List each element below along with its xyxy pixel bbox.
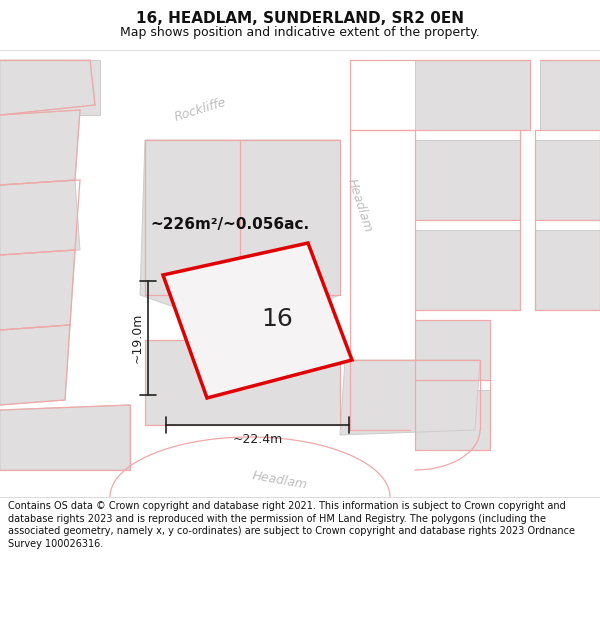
Polygon shape	[0, 250, 75, 330]
Polygon shape	[0, 180, 80, 255]
Polygon shape	[340, 360, 480, 435]
Polygon shape	[415, 60, 530, 130]
Polygon shape	[415, 320, 490, 380]
Polygon shape	[0, 60, 95, 115]
Polygon shape	[0, 110, 80, 185]
Polygon shape	[0, 115, 60, 185]
Polygon shape	[0, 405, 130, 470]
Polygon shape	[0, 50, 135, 497]
Polygon shape	[415, 390, 490, 450]
Text: 16: 16	[262, 307, 293, 331]
Text: Headlam: Headlam	[251, 469, 308, 491]
Polygon shape	[163, 243, 352, 398]
Text: ~226m²/~0.056ac.: ~226m²/~0.056ac.	[151, 217, 310, 232]
Text: Contains OS data © Crown copyright and database right 2021. This information is : Contains OS data © Crown copyright and d…	[8, 501, 575, 549]
Polygon shape	[415, 140, 520, 220]
Polygon shape	[340, 120, 510, 310]
Polygon shape	[0, 50, 120, 497]
Text: Map shows position and indicative extent of the property.: Map shows position and indicative extent…	[120, 26, 480, 39]
Text: ~19.0m: ~19.0m	[131, 312, 144, 363]
Polygon shape	[415, 230, 520, 310]
Text: Rockliffe: Rockliffe	[172, 96, 227, 124]
Polygon shape	[0, 430, 600, 497]
Polygon shape	[145, 140, 340, 295]
Text: ~22.4m: ~22.4m	[232, 433, 283, 446]
Polygon shape	[535, 140, 600, 220]
Polygon shape	[540, 60, 600, 130]
Text: 16, HEADLAM, SUNDERLAND, SR2 0EN: 16, HEADLAM, SUNDERLAND, SR2 0EN	[136, 11, 464, 26]
Polygon shape	[0, 60, 100, 115]
Polygon shape	[535, 230, 600, 310]
Polygon shape	[145, 340, 340, 425]
Polygon shape	[140, 140, 340, 330]
Polygon shape	[340, 50, 600, 497]
Text: Headlam: Headlam	[345, 176, 375, 234]
Polygon shape	[0, 325, 70, 405]
Polygon shape	[0, 50, 600, 210]
